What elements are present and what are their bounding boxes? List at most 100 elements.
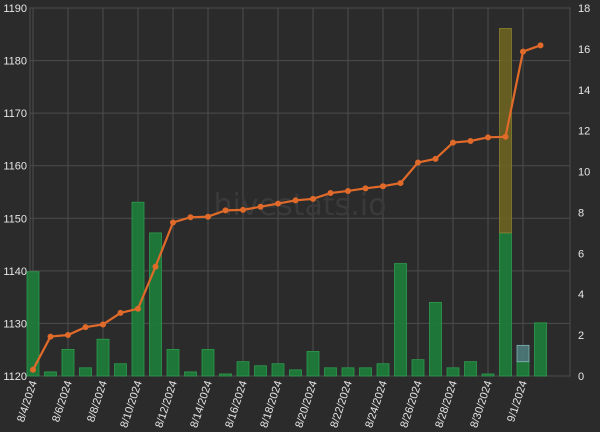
right-tick-label: 4 <box>578 289 584 301</box>
line-point <box>222 207 229 214</box>
x-tick-label: 8/14/2024 <box>188 379 215 429</box>
x-axis: 8/4/2024 8/6/2024 8/8/2024 8/10/2024 8/12/20… <box>15 379 530 429</box>
line-point <box>450 139 456 146</box>
line-point <box>327 190 334 197</box>
line-point <box>152 263 159 270</box>
line-point <box>205 213 211 220</box>
line-point <box>65 331 71 338</box>
x-tick-label: 8/12/2024 <box>153 379 180 429</box>
x-tick-label: 8/20/2024 <box>293 379 320 429</box>
bar <box>394 263 407 377</box>
bar <box>254 365 267 377</box>
right-axis: 0 2 4 6 8 10 12 14 16 18 <box>578 3 590 383</box>
line-point <box>170 219 176 226</box>
bar <box>464 361 477 377</box>
x-tick-label: 8/28/2024 <box>433 379 460 429</box>
line-point <box>362 185 369 192</box>
left-tick-label: 1120 <box>3 371 27 383</box>
left-tick-label: 1190 <box>3 3 27 15</box>
bar <box>114 363 127 377</box>
x-tick-label: 8/8/2024 <box>85 379 110 423</box>
watermark-text: hivestats.io <box>214 188 387 223</box>
bar <box>341 367 355 377</box>
line-point <box>82 324 89 331</box>
x-tick-label: 8/16/2024 <box>223 379 250 429</box>
bar <box>516 361 530 377</box>
bar <box>79 367 92 377</box>
bar-series <box>26 28 547 377</box>
bar <box>516 344 530 363</box>
left-tick-label: 1170 <box>3 108 27 120</box>
bar <box>61 349 75 377</box>
line-point <box>397 180 404 187</box>
left-tick-label: 1140 <box>3 266 27 278</box>
bar <box>289 369 302 377</box>
x-tick-label: 8/10/2024 <box>118 379 145 429</box>
bar <box>411 359 425 377</box>
right-tick-label: 6 <box>578 248 584 260</box>
left-tick-label: 1160 <box>3 161 27 173</box>
line-point <box>275 200 281 207</box>
line-series <box>30 42 544 373</box>
bar <box>166 349 180 377</box>
bar <box>96 338 110 377</box>
bar <box>184 371 197 377</box>
line-point <box>537 42 544 49</box>
bar <box>219 373 232 377</box>
line-point <box>257 203 264 210</box>
right-tick-label: 8 <box>578 207 584 219</box>
line-point <box>100 321 106 328</box>
bar <box>131 201 145 377</box>
bar <box>376 363 390 377</box>
x-tick-label: 8/24/2024 <box>363 379 390 429</box>
bar <box>534 322 547 377</box>
bar <box>149 232 162 377</box>
bar <box>359 367 372 377</box>
line-point <box>292 197 299 204</box>
x-tick-label: 8/18/2024 <box>258 379 285 429</box>
line-point <box>117 309 124 316</box>
bar <box>499 28 512 234</box>
left-tick-label: 1150 <box>3 213 27 225</box>
bar <box>236 361 250 377</box>
right-tick-label: 0 <box>578 371 584 383</box>
bar <box>44 371 57 377</box>
right-tick-label: 18 <box>578 3 590 15</box>
bar <box>481 373 495 377</box>
bar <box>26 271 40 377</box>
line-point <box>432 155 439 162</box>
bar <box>201 349 215 377</box>
left-axis: 1120 1130 1140 1150 1160 1170 1180 1190 <box>3 3 27 383</box>
x-tick-label: 8/6/2024 <box>50 379 75 423</box>
bar <box>324 367 337 377</box>
line-point <box>415 159 421 166</box>
x-tick-label: 8/4/2024 <box>15 379 40 423</box>
right-tick-label: 10 <box>578 167 590 179</box>
line-point <box>520 48 526 55</box>
right-tick-label: 16 <box>578 44 590 56</box>
line-point <box>240 206 246 213</box>
x-tick-label: 8/30/2024 <box>468 379 495 429</box>
line-point <box>30 366 36 373</box>
x-tick-label: 9/1/2024 <box>505 379 530 423</box>
bar <box>271 363 285 377</box>
bar <box>446 367 460 377</box>
bar <box>429 301 442 377</box>
right-tick-label: 2 <box>578 330 584 342</box>
bar <box>306 351 320 377</box>
line-point <box>485 134 491 141</box>
right-tick-label: 12 <box>578 126 590 138</box>
left-tick-label: 1180 <box>3 56 27 68</box>
line-point <box>47 333 54 340</box>
line-point <box>135 305 141 312</box>
right-tick-label: 14 <box>578 85 590 97</box>
line-point <box>380 183 386 190</box>
x-tick-label: 8/22/2024 <box>328 379 355 429</box>
line-point <box>345 187 351 194</box>
line-point <box>310 195 316 202</box>
bar <box>499 232 512 377</box>
line-point <box>187 214 194 221</box>
line-point <box>467 138 474 145</box>
